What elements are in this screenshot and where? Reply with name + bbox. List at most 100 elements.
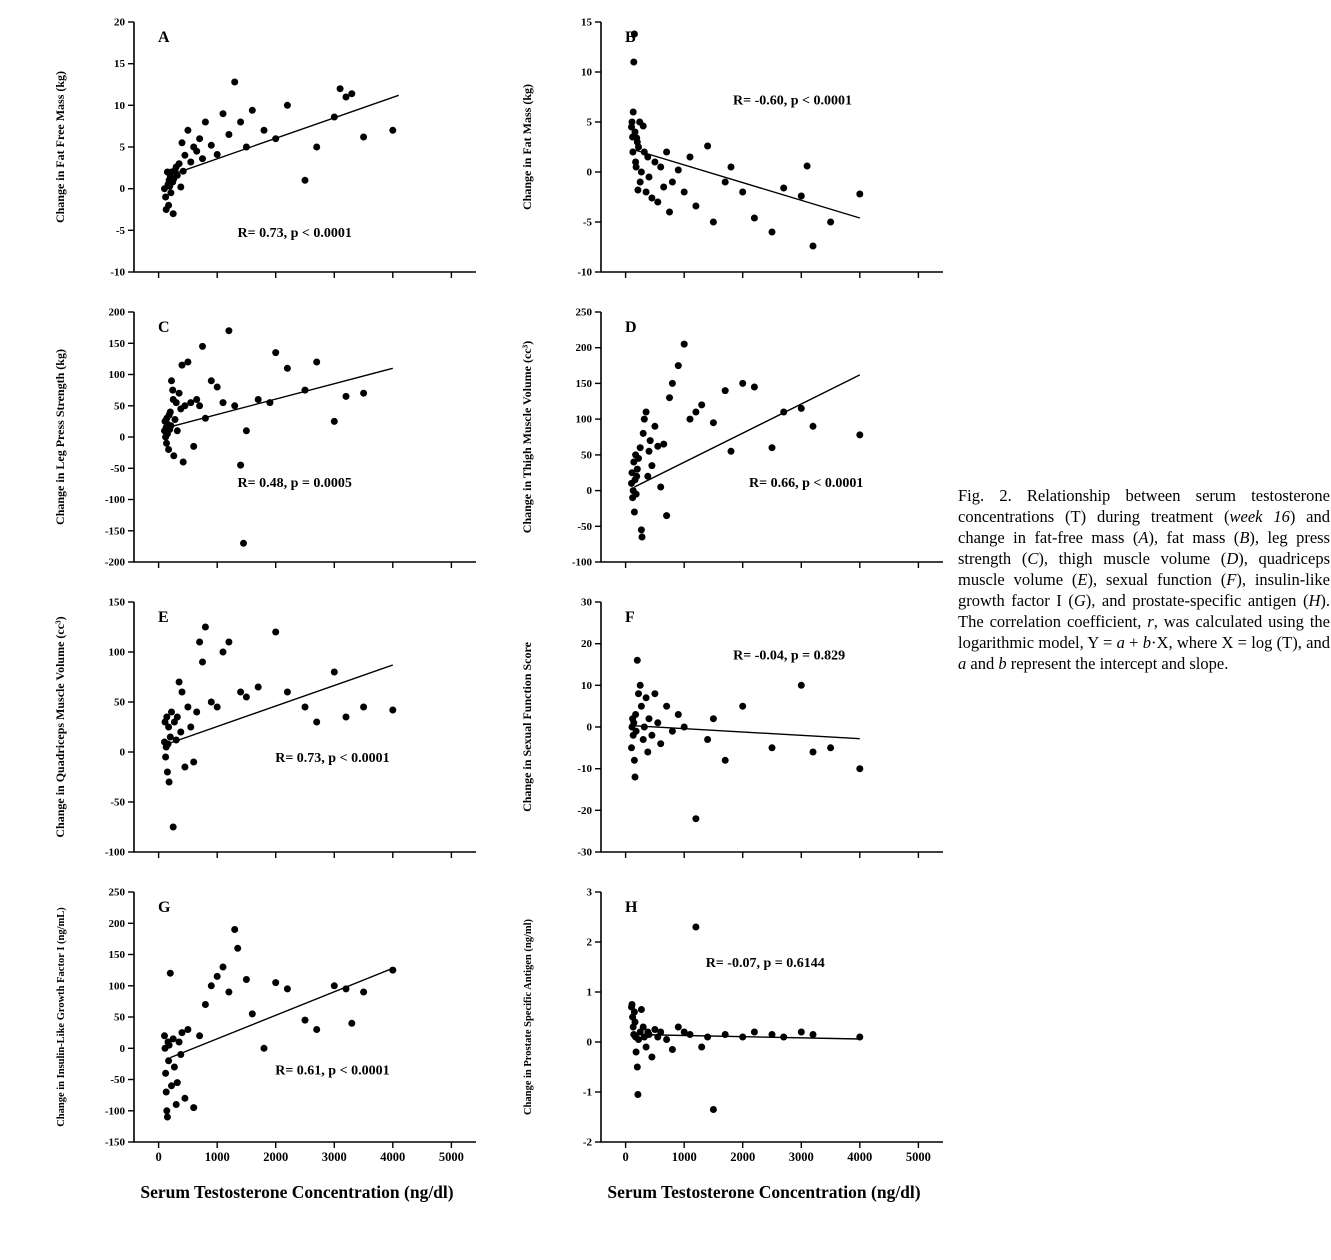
y-axis-title: Change in Thigh Muscle Volume (cc³) xyxy=(520,341,534,533)
y-tick-label: 200 xyxy=(576,342,593,354)
caption-text-segment: E xyxy=(1077,569,1088,589)
caption-text-segment: b xyxy=(998,653,1007,673)
y-tick-label: 5 xyxy=(120,142,126,154)
caption-text-segment: ), insulin-like growth factor I ( xyxy=(958,569,1330,610)
y-tick-label: -50 xyxy=(577,521,592,533)
y-tick-label: -100 xyxy=(105,494,126,506)
panel-letter: B xyxy=(625,29,636,46)
panel-letter: G xyxy=(158,899,171,916)
correlation-annotation: R= 0.73, p < 0.0001 xyxy=(275,751,389,766)
y-tick-label: 20 xyxy=(114,17,126,29)
panel-letter: F xyxy=(625,609,635,626)
panel-letter: A xyxy=(158,29,170,46)
x-tick-label: 4000 xyxy=(380,1150,405,1164)
y-tick-label: 5 xyxy=(587,117,593,129)
regression-line xyxy=(167,664,394,745)
correlation-annotation: R= 0.48, p = 0.0005 xyxy=(238,476,352,491)
y-tick-label: -150 xyxy=(105,525,126,537)
y-tick-label: -20 xyxy=(577,805,592,817)
y-tick-label: 250 xyxy=(576,307,593,319)
left-chart-column: -10 -5 0 5 10 15 20 Change in Fat Free Mass (kg… xyxy=(48,8,503,1203)
y-tick-label: 50 xyxy=(581,449,593,461)
caption-text-segment: week 16 xyxy=(1229,506,1290,526)
caption-text-segment: r xyxy=(1147,611,1154,631)
panel-letter: E xyxy=(158,609,169,626)
right-chart-column: -10 -5 0 5 10 15 Change in Fat Mass (kg) B R= -0… xyxy=(515,8,970,1203)
regression-line xyxy=(631,148,861,219)
y-tick-label: -10 xyxy=(577,763,592,775)
x-tick-label: 5000 xyxy=(906,1150,931,1164)
y-tick-label: -200 xyxy=(105,557,126,569)
regression-line xyxy=(167,94,399,177)
y-tick-label: 150 xyxy=(576,378,593,390)
y-tick-label: -1 xyxy=(583,1087,592,1099)
figure-caption: Fig. 2. Relationship between serum testo… xyxy=(958,486,1330,675)
regression-line xyxy=(170,967,394,1059)
y-tick-label: 15 xyxy=(114,58,126,70)
y-tick-label: 50 xyxy=(114,400,126,412)
y-tick-label: 100 xyxy=(109,647,126,659)
regression-line xyxy=(167,367,393,429)
scatter-plot-F: -30 -20 -10 0 10 20 30 Change in Sexual Functio… xyxy=(520,597,943,859)
y-tick-label: -10 xyxy=(577,267,592,279)
data-points xyxy=(161,78,397,218)
caption-text-segment: F xyxy=(1226,569,1237,589)
caption-text-segment: ), thigh muscle volume ( xyxy=(1038,548,1227,568)
y-tick-label: 20 xyxy=(581,638,593,650)
regression-line xyxy=(634,725,860,740)
y-tick-label: 100 xyxy=(109,369,126,381)
panel-letter: D xyxy=(625,319,637,336)
caption-text-segment: and xyxy=(966,653,999,673)
axes xyxy=(600,892,943,1143)
y-tick-label: 150 xyxy=(109,338,126,350)
caption-text-segment: ) and change in fat-free mass ( xyxy=(958,506,1331,547)
scatter-plot-A: -10 -5 0 5 10 15 20 Change in Fat Free Mass (kg… xyxy=(53,17,476,279)
panel-A-fat-free-mass: -10 -5 0 5 10 15 20 Change in Fat Free Mass (kg… xyxy=(48,8,498,298)
y-tick-label: 0 xyxy=(587,167,593,179)
caption-text-segment: ), fat mass ( xyxy=(1148,527,1240,547)
y-tick-label: 10 xyxy=(581,680,593,692)
scatter-plot-B: -10 -5 0 5 10 15 Change in Fat Mass (kg) B R= -0… xyxy=(520,17,943,279)
y-tick-label: 0 xyxy=(120,1043,126,1055)
correlation-annotation: R= -0.04, p = 0.829 xyxy=(733,649,845,664)
y-tick-label: -5 xyxy=(583,217,593,229)
y-axis-title: Change in Insulin-Like Growth Factor I (… xyxy=(56,907,67,1127)
y-tick-label: -100 xyxy=(105,1105,126,1117)
y-tick-label: -10 xyxy=(110,267,125,279)
panel-B-fat-mass: -10 -5 0 5 10 15 Change in Fat Mass (kg) B R= -0… xyxy=(515,8,965,298)
y-tick-label: -50 xyxy=(110,797,125,809)
y-axis-title: Change in Fat Free Mass (kg) xyxy=(53,71,67,223)
y-tick-label: -100 xyxy=(105,847,126,859)
scatter-plot-H: -2 -1 0 1 2 3 0 1000 2000 3000 4000 5000 Change in P… xyxy=(523,887,943,1164)
y-tick-label: 3 xyxy=(587,887,593,899)
y-axis-title: Change in Prostate Specific Antigen (ng/… xyxy=(523,918,534,1115)
y-tick-label: 0 xyxy=(120,432,126,444)
caption-text-segment: B xyxy=(1239,527,1250,547)
y-tick-label: -150 xyxy=(105,1137,126,1149)
y-axis-title: Change in Sexual Function Score xyxy=(520,641,534,811)
y-tick-label: 150 xyxy=(109,597,126,609)
x-tick-label: 3000 xyxy=(322,1150,347,1164)
y-tick-label: -30 xyxy=(577,847,592,859)
caption-text-segment: A xyxy=(1138,527,1149,547)
x-tick-label: 2000 xyxy=(263,1150,288,1164)
y-tick-label: -50 xyxy=(110,463,125,475)
y-tick-label: 200 xyxy=(109,307,126,319)
y-tick-label: 0 xyxy=(587,1037,593,1049)
y-tick-label: -100 xyxy=(572,557,593,569)
y-tick-label: 15 xyxy=(581,17,593,29)
data-points xyxy=(161,926,397,1121)
caption-text-segment: + xyxy=(1124,632,1143,652)
regression-line xyxy=(634,1033,860,1040)
caption-text-segment: represent the intercept and slope. xyxy=(1006,653,1229,673)
y-tick-label: 2 xyxy=(587,937,593,949)
caption-text-segment: a xyxy=(958,653,967,673)
caption-text-segment: ). The correlation coefficient, xyxy=(958,590,1330,631)
panel-E-quadriceps-volume: -100 -50 0 50 100 150 Change in Quadriceps Mus… xyxy=(48,588,498,878)
data-points xyxy=(628,340,864,541)
scatter-plot-C: -200 -150 -100 -50 0 50 100 150 200 Change in Leg… xyxy=(53,307,476,569)
y-tick-label: 50 xyxy=(114,1012,126,1024)
scatter-plot-D: -100 -50 0 50 100 150 200 250 Change in Thigh Mu… xyxy=(520,307,943,569)
x-tick-label: 0 xyxy=(622,1150,628,1164)
caption-text-segment: ), quadriceps muscle volume ( xyxy=(958,548,1330,589)
